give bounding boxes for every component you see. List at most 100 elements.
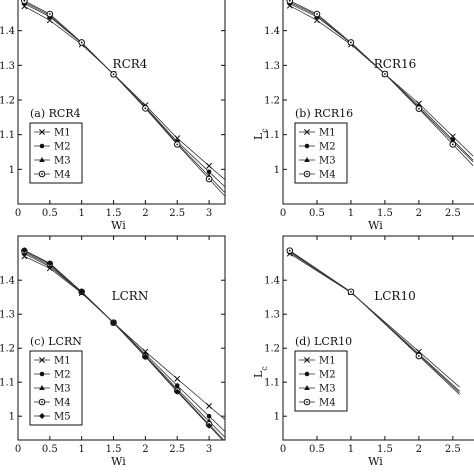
legend-marker-M3 xyxy=(304,385,310,390)
data-point-M4-center xyxy=(112,73,115,76)
legend-label-M4: M4 xyxy=(319,398,336,409)
y-tick-label: 1.2 xyxy=(0,96,15,107)
y-tick-label: 1.2 xyxy=(264,96,280,107)
x-tick-label: 0 xyxy=(280,208,286,219)
y-tick-label: 1.5 xyxy=(0,0,15,3)
y-axis-label-subscript: c xyxy=(260,366,269,371)
series-line-M5 xyxy=(24,249,224,440)
panel-caption: (d) LCR10 xyxy=(295,335,352,348)
x-tick-label: 2.5 xyxy=(445,208,461,219)
y-tick-label: 1.4 xyxy=(0,276,15,287)
x-tick-label: 1.5 xyxy=(106,444,122,455)
panel-caption: (b) RCR16 xyxy=(295,107,353,120)
x-tick-label: 2.5 xyxy=(445,444,461,455)
data-point-M2 xyxy=(174,383,180,388)
series-line-M1 xyxy=(289,253,460,388)
data-point-M4-center xyxy=(23,0,26,2)
x-tick-label: 3 xyxy=(206,208,212,219)
data-point-M2 xyxy=(206,169,212,175)
y-tick-label: 1.3 xyxy=(0,310,15,321)
x-tick-label: 0 xyxy=(15,208,21,219)
y-tick-label: 1.4 xyxy=(0,26,15,37)
series-group xyxy=(21,0,225,197)
x-tick-label: 2.5 xyxy=(169,444,185,455)
y-tick-label: 1.4 xyxy=(264,26,280,37)
y-tick-label: 1.3 xyxy=(264,310,280,321)
y-tick-label: 1.1 xyxy=(264,130,280,141)
y-tick-label: 1.3 xyxy=(0,61,15,72)
series-line-M1 xyxy=(24,256,225,421)
legend-marker-M4-center xyxy=(41,401,43,403)
legend-label-M4: M4 xyxy=(54,170,71,181)
data-point-M4-center xyxy=(350,290,352,293)
series-group xyxy=(21,247,225,440)
data-point-M5 xyxy=(46,260,53,267)
legend-marker-M2 xyxy=(39,371,45,377)
x-tick-label: 2 xyxy=(142,208,148,219)
chart-panel-4: 0 0.5 1 1.5 2 2.5 1 1.1 1.2 1.3 1.4 Wi Lc LCR10 (d) LC… xyxy=(252,235,474,468)
y-tick-label: 1 xyxy=(9,165,15,176)
legend-box xyxy=(29,122,83,184)
x-tick-label: 1.5 xyxy=(377,444,393,455)
x-tick-label: 1.5 xyxy=(377,208,393,219)
y-tick-label: 1.4 xyxy=(264,276,280,287)
panel-caption: (a) RCR4 xyxy=(30,107,81,120)
x-tick-label: 1 xyxy=(348,444,354,455)
legend-label-M2: M2 xyxy=(54,142,71,153)
data-point-M4 xyxy=(286,0,294,5)
data-point-M5 xyxy=(142,353,149,360)
x-axis-label: Wi xyxy=(111,219,126,232)
series-group xyxy=(286,0,474,167)
legend-marker-M5 xyxy=(39,413,45,419)
x-tick-label: 2 xyxy=(416,444,422,455)
panel-name: LCRN xyxy=(112,289,149,303)
data-point-M4-center xyxy=(80,41,83,44)
legend-marker-M3 xyxy=(39,385,45,390)
legend-box xyxy=(294,350,348,412)
data-point-M2 xyxy=(206,413,212,419)
x-axis-label: Wi xyxy=(368,455,383,468)
legend-label-M5: M5 xyxy=(54,412,71,423)
legend: M1 M2 M3 M4 M5 xyxy=(29,350,83,426)
data-point-M4-center xyxy=(451,143,454,146)
legend-label-M2: M2 xyxy=(54,370,71,381)
series-group xyxy=(286,247,460,395)
legend-marker-M3 xyxy=(39,157,45,162)
legend-marker-M2 xyxy=(304,371,310,377)
plot-frame xyxy=(17,235,226,441)
legend-marker-M1 xyxy=(39,129,45,135)
legend-label-M3: M3 xyxy=(54,156,71,167)
data-point-M4-center xyxy=(208,178,210,180)
x-tick-label: 0.5 xyxy=(42,208,58,219)
y-tick-label: 1.1 xyxy=(264,378,280,389)
series-line-M4 xyxy=(289,250,460,395)
legend-box xyxy=(294,122,348,184)
legend: M1 M2 M3 M4 xyxy=(29,122,83,184)
data-point-M4-center xyxy=(48,13,51,15)
data-point-M5 xyxy=(174,388,181,395)
series-line-M1 xyxy=(24,6,225,181)
y-axis-label: Lc xyxy=(252,366,269,378)
x-axis-label: Wi xyxy=(368,219,383,232)
x-tick-label: 1 xyxy=(79,208,85,219)
x-tick-label: 1.5 xyxy=(106,208,122,219)
data-point-M4-center xyxy=(316,13,318,15)
legend-label-M3: M3 xyxy=(54,384,71,395)
legend-label-M1: M1 xyxy=(54,128,71,139)
panel-name: RCR4 xyxy=(113,57,148,71)
y-tick-label: 1 xyxy=(274,412,280,423)
legend-marker-M4-center xyxy=(306,173,308,175)
data-point-M4-center xyxy=(417,355,420,357)
data-point-M4-center xyxy=(288,249,291,252)
x-tick-label: 3 xyxy=(206,444,212,455)
data-point-M1 xyxy=(206,403,213,409)
legend-marker-M4-center xyxy=(306,401,308,403)
x-tick-label: 0 xyxy=(15,444,21,455)
legend-marker-M1 xyxy=(39,357,45,363)
legend-label-M4: M4 xyxy=(319,170,336,181)
x-tick-label: 2.5 xyxy=(169,208,185,219)
y-tick-label: 1 xyxy=(274,165,280,176)
y-tick-label: 1.1 xyxy=(0,378,15,389)
legend-label-M1: M1 xyxy=(54,356,71,367)
